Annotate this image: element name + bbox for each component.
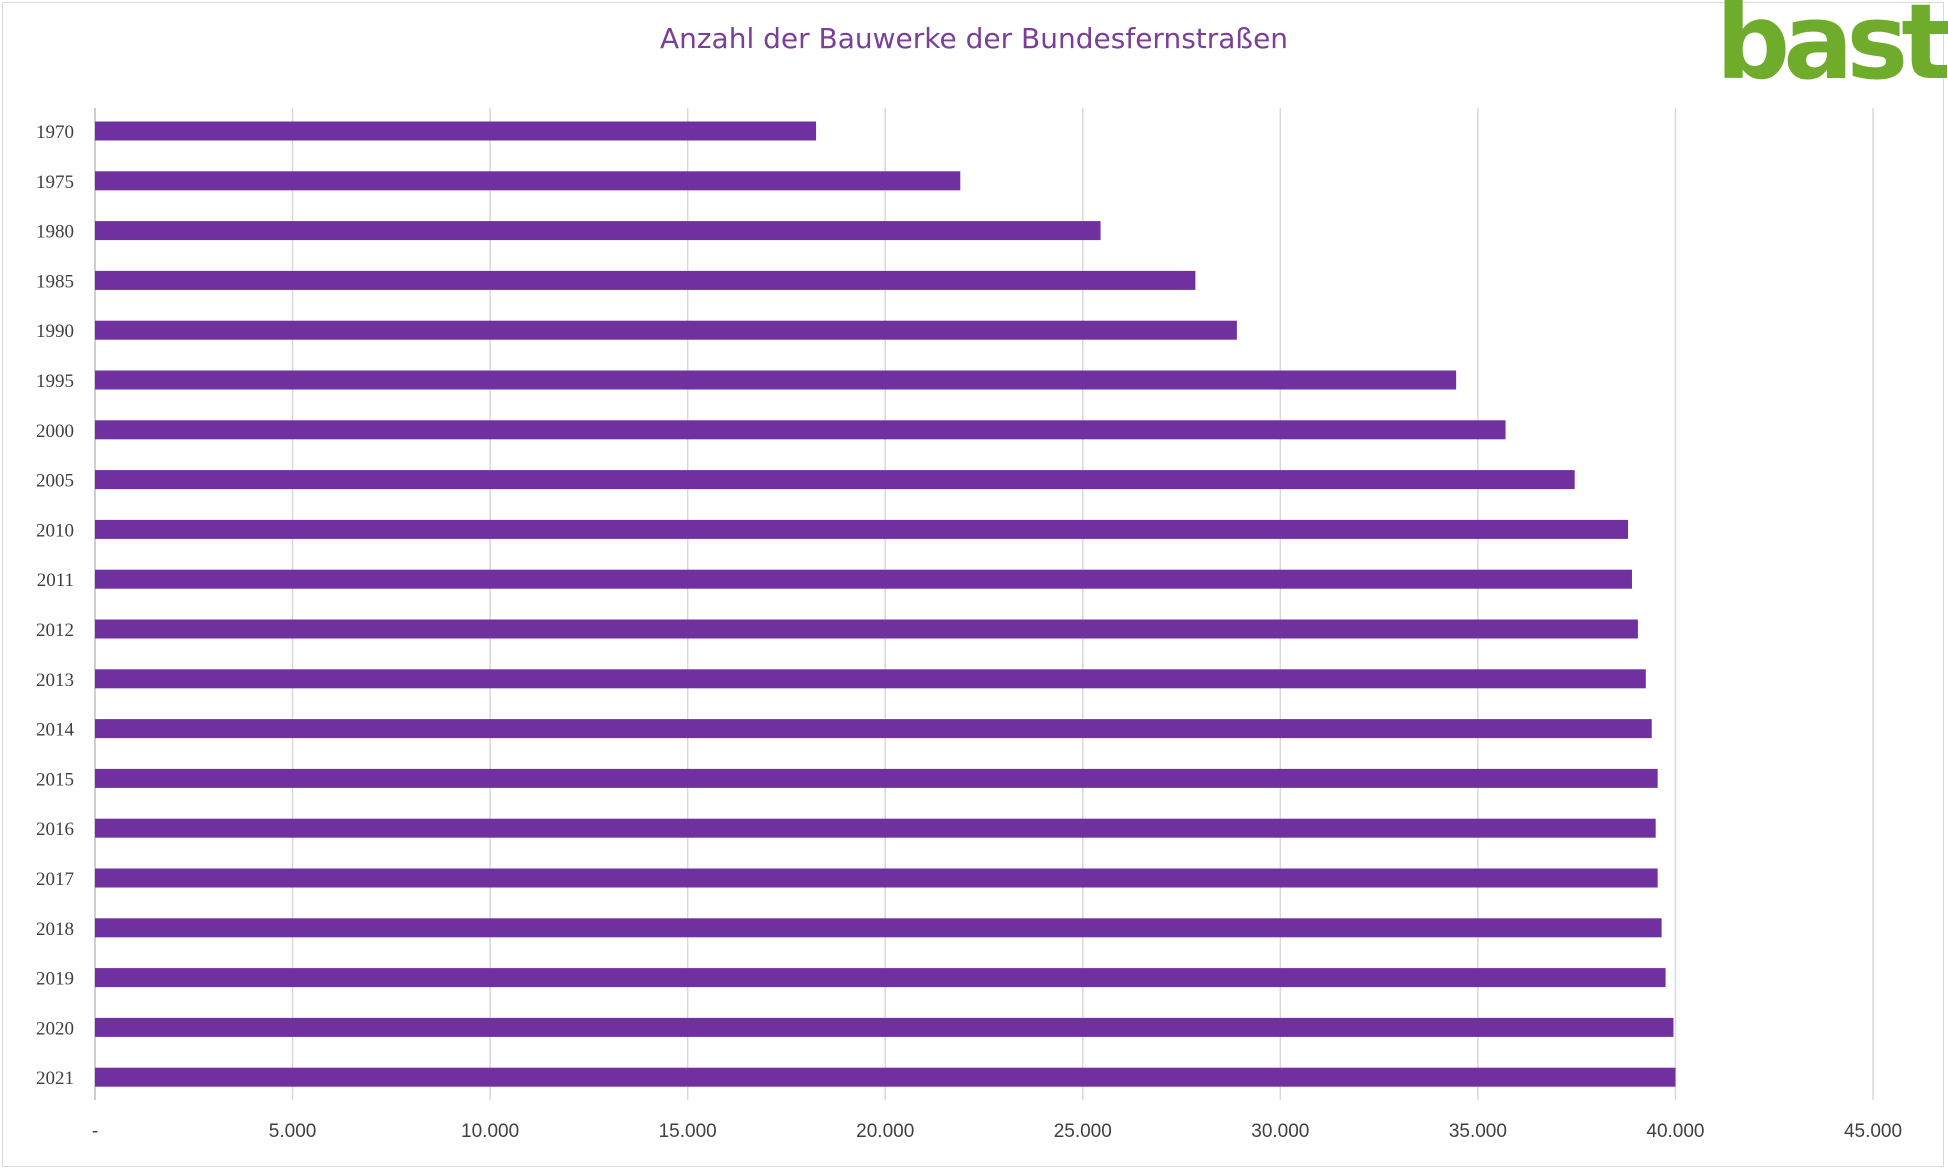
y-tick-label: 2010 [36, 520, 74, 541]
y-tick-label: 2012 [36, 620, 74, 641]
x-tick-label: 20.000 [856, 1121, 914, 1142]
y-tick-label: 2016 [36, 819, 74, 840]
y-tick-label: 2013 [36, 670, 74, 691]
bar-2014 [95, 719, 1652, 739]
gridlines [94, 108, 1874, 1100]
x-tick-label: - [92, 1121, 98, 1142]
y-tick-label: 2011 [37, 570, 74, 591]
bast-logo: bast [1715, 0, 1948, 103]
bar-1970 [95, 121, 817, 141]
y-tick-label: 2014 [36, 720, 75, 741]
y-tick-label: 1995 [36, 371, 74, 392]
x-tick-label: 5.000 [269, 1121, 317, 1142]
bar-2016 [95, 818, 1656, 838]
bars [95, 121, 1676, 1087]
bar-2021 [95, 1067, 1676, 1087]
y-tick-label: 2018 [36, 919, 74, 940]
y-tick-label: 2017 [36, 869, 74, 890]
bar-2018 [95, 918, 1662, 938]
x-tick-label: 45.000 [1844, 1121, 1902, 1142]
bar-1990 [95, 320, 1237, 340]
y-tick-label: 2000 [36, 421, 74, 442]
x-tick-label: 35.000 [1449, 1121, 1507, 1142]
y-tick-label: 1975 [36, 172, 74, 193]
chart-title: Anzahl der Bauwerke der Bundesfernstraße… [659, 22, 1289, 55]
bar-1985 [95, 270, 1196, 290]
y-tick-label: 1970 [36, 122, 74, 143]
bar-2011 [95, 569, 1632, 589]
bar-2020 [95, 1017, 1674, 1037]
x-tick-label: 40.000 [1646, 1121, 1704, 1142]
bar-1975 [95, 171, 961, 191]
x-axis: - 5.000 10.000 15.000 20.000 25.000 30.000 35.0… [92, 1121, 1902, 1142]
y-tick-label: 1990 [36, 321, 74, 342]
y-tick-label: 2021 [36, 1068, 74, 1089]
bar-2019 [95, 968, 1666, 988]
x-tick-label: 25.000 [1054, 1121, 1112, 1142]
y-tick-label: 2019 [36, 969, 74, 990]
bar-2017 [95, 868, 1658, 888]
y-tick-label: 2015 [36, 769, 74, 790]
bar-2000 [95, 420, 1506, 440]
bar-2013 [95, 669, 1646, 689]
bar-2010 [95, 519, 1629, 539]
bar-2012 [95, 619, 1638, 639]
y-tick-label: 2005 [36, 471, 74, 492]
bar-2005 [95, 470, 1575, 490]
x-tick-label: 15.000 [659, 1121, 717, 1142]
y-tick-label: 2020 [36, 1018, 74, 1039]
bar-1995 [95, 370, 1457, 390]
y-axis: 1970 1975 1980 1985 1990 1995 2000 2005 2010 2011… [36, 122, 75, 1089]
y-tick-label: 1985 [36, 271, 74, 292]
x-tick-label: 10.000 [461, 1121, 519, 1142]
bar-2015 [95, 768, 1658, 788]
x-tick-label: 30.000 [1251, 1121, 1309, 1142]
y-tick-label: 1980 [36, 222, 74, 243]
bar-1980 [95, 221, 1101, 241]
